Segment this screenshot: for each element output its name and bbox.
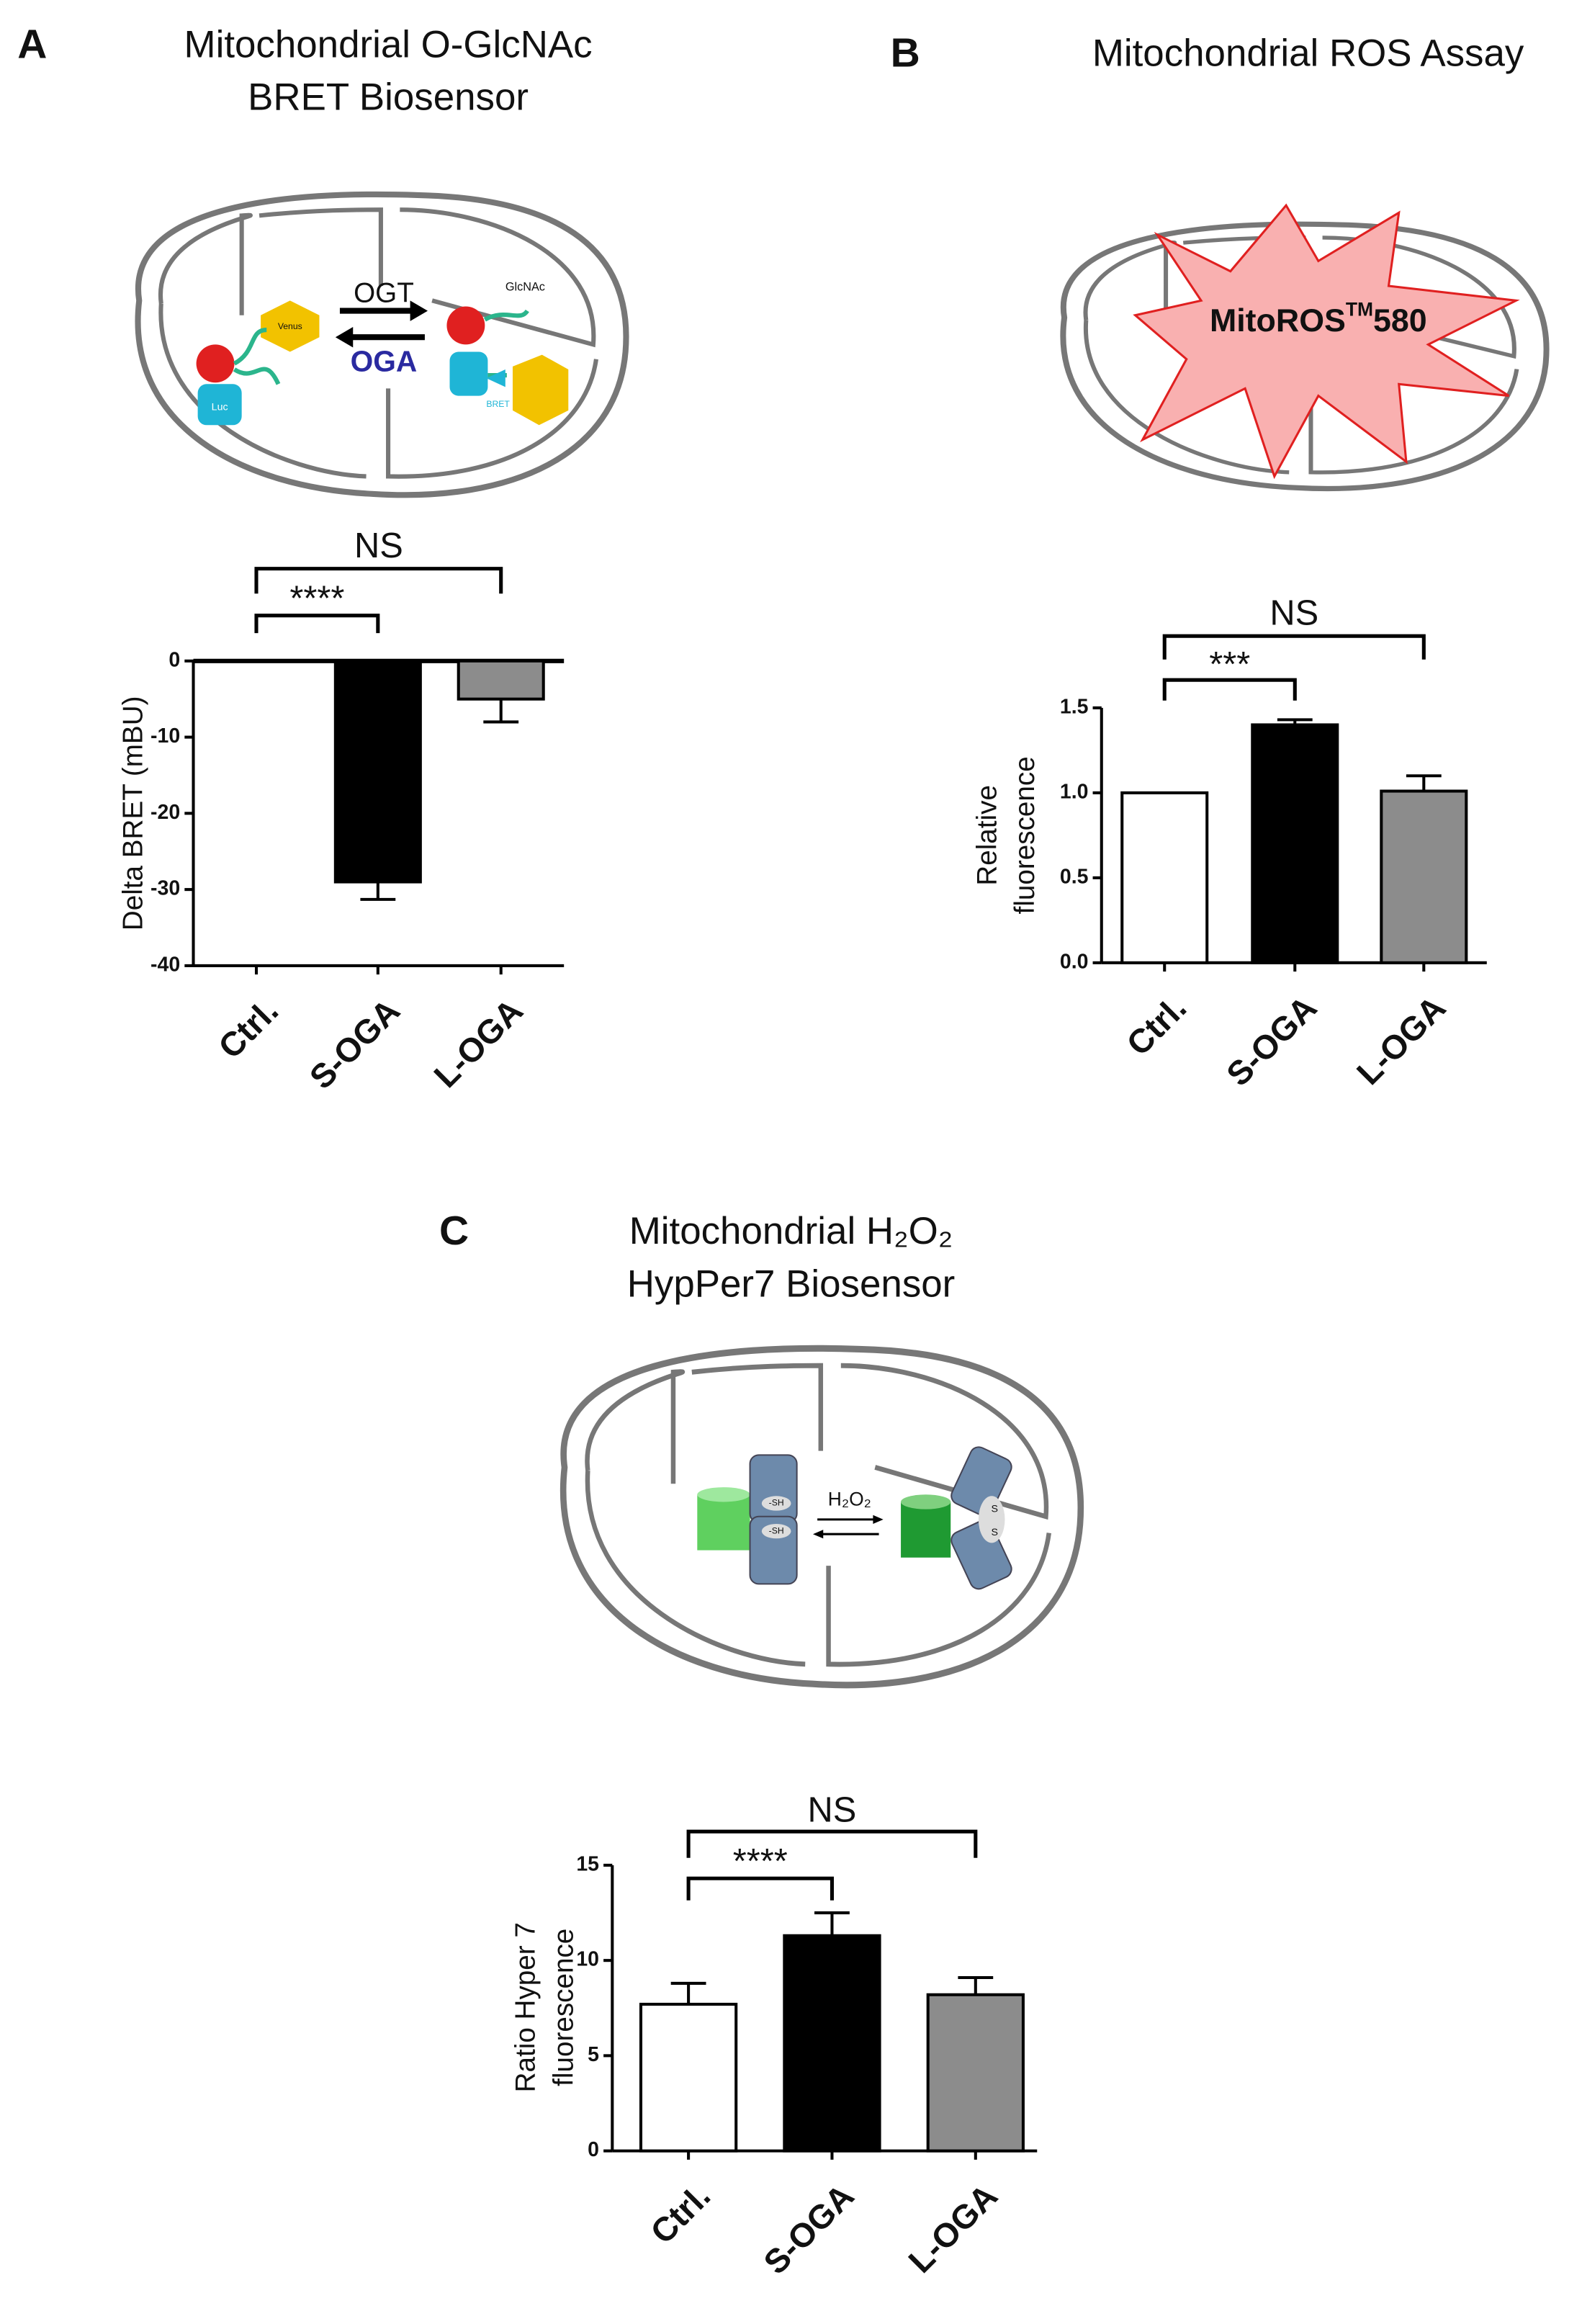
y-tick-label: 15: [576, 1852, 599, 1875]
x-tick-label: Ctrl.: [211, 992, 285, 1066]
mitoros-burst: MitoROSTM580: [1133, 203, 1520, 480]
y-axis-label: Relative: [971, 785, 1002, 886]
arrow-head: [873, 1515, 884, 1524]
diagram-label: Luc: [212, 402, 228, 413]
bar: [1380, 789, 1468, 964]
chart-title: BRET Biosensor: [248, 76, 529, 119]
cpyfp: [697, 1494, 750, 1551]
significance-bracket: [254, 567, 503, 594]
x-tick-label: Ctrl.: [1120, 989, 1194, 1063]
arrow-head: [410, 300, 428, 321]
significance-label: ****: [289, 579, 344, 618]
bar: [333, 659, 422, 884]
bar: [926, 1993, 1025, 2153]
diagram-label: OGA: [351, 345, 418, 378]
diagram-label: Venus: [278, 321, 302, 331]
luc: [197, 384, 242, 426]
bar: [1251, 723, 1339, 964]
chart-title: Mitochondrial H₂O₂: [629, 1210, 953, 1252]
x-tick-label: S-OGA: [1219, 989, 1323, 1093]
bret-sensor: OGT OGA Venus Luc GlcNAc BRET: [196, 277, 569, 426]
diagram-label: MitoROSTM580: [1210, 299, 1427, 338]
x-tick-label: Ctrl.: [643, 2177, 717, 2251]
y-axis-label: Delta BRET (mBU): [117, 696, 148, 931]
diagram-label: S: [992, 1503, 998, 1515]
y-tick-label: 0.0: [1060, 950, 1089, 973]
significance-bracket: [686, 1829, 978, 1858]
bar: [639, 2002, 738, 2153]
significance-label: NS: [354, 526, 403, 565]
x-tick-label: L-OGA: [427, 992, 530, 1095]
significance-bracket: [1162, 678, 1297, 701]
y-tick-label: 1.0: [1060, 780, 1089, 803]
y-tick-label: 10: [576, 1948, 599, 1971]
diagram-label: S: [992, 1527, 998, 1538]
significance-label: ****: [733, 1842, 788, 1881]
significance-bracket: [254, 614, 380, 634]
thiol: [761, 1496, 791, 1511]
panel-letter: B: [891, 30, 920, 76]
luc: [449, 351, 488, 396]
y-tick-label: -40: [150, 953, 180, 976]
arrow-head: [335, 326, 354, 348]
significance-bracket: [1162, 634, 1426, 660]
starburst: [1133, 203, 1520, 480]
diagram-label: TM: [1346, 299, 1373, 320]
y-axis-label: fluorescence: [548, 1929, 579, 2086]
arrow-head: [813, 1530, 824, 1539]
diagram-label: GlcNAc: [505, 280, 545, 293]
y-tick-label: -30: [150, 877, 180, 900]
panel-letter: C: [439, 1208, 469, 1254]
x-tick-label: S-OGA: [302, 992, 407, 1096]
y-tick-label: 0.5: [1060, 865, 1089, 888]
x-tick-label: L-OGA: [902, 2177, 1005, 2280]
bar: [783, 1934, 881, 2153]
panel-letter: A: [17, 21, 47, 67]
cpyfp-top: [901, 1494, 951, 1509]
bar: [457, 659, 545, 701]
significance-bracket: [686, 1876, 835, 1901]
diagram-label: 580: [1373, 302, 1427, 338]
y-tick-label: -10: [150, 724, 180, 748]
y-tick-label: 1.5: [1060, 695, 1089, 718]
disulfide: [978, 1496, 1005, 1543]
venus: [261, 300, 320, 352]
chart-title: Mitochondrial ROS Assay: [1092, 32, 1524, 75]
y-tick-label: -20: [150, 801, 180, 824]
linker: [233, 327, 281, 385]
diagram-label: -SH: [769, 1498, 784, 1508]
significance-label: ***: [1209, 645, 1250, 684]
hyper7-sensor: -SH -SH H₂O₂ S S: [697, 1446, 1012, 1590]
thiol: [761, 1523, 791, 1539]
venus: [512, 354, 569, 426]
y-tick-label: 5: [588, 2043, 599, 2066]
y-tick-label: 0: [588, 2138, 599, 2161]
y-tick-label: 0: [168, 648, 180, 671]
significance-label: NS: [808, 1791, 857, 1830]
y-axis-label: fluorescence: [1010, 756, 1041, 914]
bret-arrow: [486, 369, 505, 387]
significance-label: NS: [1269, 594, 1318, 633]
bar: [1120, 791, 1209, 964]
ogt-domain: [446, 306, 485, 345]
ogt-domain: [196, 344, 235, 383]
x-tick-label: S-OGA: [757, 2177, 861, 2282]
cpyfp-top: [697, 1487, 750, 1502]
chart-title: HypPer7 Biosensor: [627, 1262, 956, 1305]
diagram-label: OGT: [354, 277, 414, 308]
chart-title: Mitochondrial O-GlcNAc: [184, 23, 593, 66]
diagram-label: BRET: [486, 399, 510, 409]
cpyfp: [901, 1502, 951, 1558]
x-tick-label: L-OGA: [1349, 989, 1452, 1092]
diagram-label: H₂O₂: [828, 1488, 871, 1509]
diagram-label: -SH: [769, 1525, 784, 1535]
y-axis-label: Ratio Hyper 7: [511, 1922, 541, 2092]
diagram-label: MitoROS: [1210, 302, 1346, 338]
oxyr: [749, 1454, 798, 1523]
